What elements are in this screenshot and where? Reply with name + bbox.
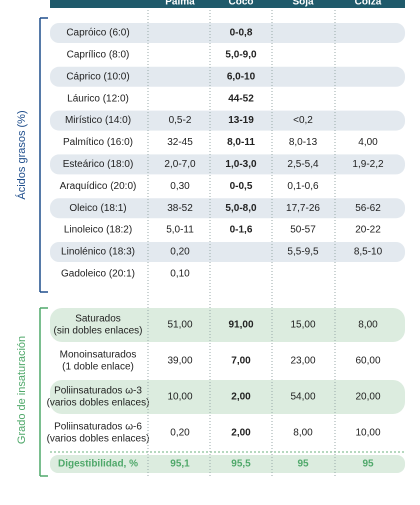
- cell: 95,1: [170, 459, 190, 470]
- cell: 91,00: [228, 320, 253, 331]
- cell: 60,00: [355, 356, 380, 367]
- cell: 95,5: [231, 459, 251, 470]
- cell: 0-0,8: [230, 28, 253, 39]
- cell: 20,00: [355, 392, 380, 403]
- section-title: Grado de insaturación: [16, 336, 28, 444]
- cell: 8,5-10: [354, 247, 383, 258]
- row-shade: [50, 455, 405, 473]
- row-label: Digestibilidad, %: [58, 459, 138, 470]
- row-label: Esteárico (18:0): [63, 159, 134, 170]
- column-header: Palma: [165, 0, 195, 8]
- row-label: Gadoleico (20:1): [61, 269, 135, 280]
- row-label: Araquídico (20:0): [60, 181, 137, 192]
- cell: 51,00: [167, 320, 192, 331]
- section-title: Ácidos grasos (%): [15, 110, 28, 199]
- cell: 8,0-11: [227, 137, 255, 148]
- row-label: (1 doble enlace): [62, 362, 134, 373]
- row-label: Palmítico (16:0): [63, 137, 133, 148]
- column-header: Colza: [355, 0, 382, 8]
- cell: 23,00: [290, 356, 315, 367]
- row-shade: [50, 154, 405, 175]
- cell: 7,00: [231, 356, 251, 367]
- row-shade: [50, 242, 405, 262]
- row-shade: [50, 66, 405, 87]
- cell: 50-57: [290, 225, 316, 236]
- row-shade: [50, 110, 405, 131]
- cell: 5,5-9,5: [287, 247, 319, 258]
- cell: 2,0-7,0: [164, 159, 196, 170]
- cell: 13-19: [228, 115, 254, 126]
- cell: 0-1,6: [230, 225, 253, 236]
- cell: 15,00: [290, 320, 315, 331]
- cell: 2,00: [231, 428, 251, 439]
- row-label: Caprílico (8:0): [67, 50, 130, 61]
- cell: 8,0-13: [289, 137, 318, 148]
- cell: 20-22: [355, 225, 381, 236]
- column-header: Soja: [292, 0, 314, 8]
- cell: 5,0-11: [166, 225, 194, 236]
- cell: 0,10: [170, 269, 190, 280]
- cell: 6,0-10: [227, 71, 256, 82]
- row-shade: [50, 23, 405, 43]
- row-label: (sin dobles enlaces): [54, 326, 143, 337]
- row-label: Poliinsaturados ω-6: [54, 422, 142, 433]
- row-shade: [50, 308, 405, 342]
- row-label: Poliinsaturados ω-3: [54, 386, 142, 397]
- cell: 0,20: [170, 428, 190, 439]
- cell: 39,00: [167, 356, 192, 367]
- cell: 10,00: [355, 428, 380, 439]
- cell: 2,00: [231, 392, 251, 403]
- row-label: Láurico (12:0): [67, 93, 129, 104]
- row-label: Linoleico (18:2): [64, 225, 132, 236]
- cell: 54,00: [290, 392, 315, 403]
- cell: 0,5-2: [169, 115, 192, 126]
- row-label: (varios dobles enlaces): [47, 398, 150, 409]
- cell: 8,00: [358, 320, 378, 331]
- cell: 5,0-8,0: [225, 203, 257, 214]
- cell: 38-52: [167, 203, 193, 214]
- cell: 2,5-5,4: [287, 159, 319, 170]
- cell: 1,9-2,2: [352, 159, 384, 170]
- cell: 0,30: [170, 181, 190, 192]
- cell: 32-45: [167, 137, 193, 148]
- cell: 0-0,5: [230, 181, 253, 192]
- row-label: Oleico (18:1): [69, 203, 126, 214]
- cell: 8,00: [293, 428, 313, 439]
- row-label: Monoinsaturados: [60, 350, 137, 361]
- row-label: Cáprico (10:0): [66, 71, 129, 82]
- cell: 4,00: [358, 137, 378, 148]
- row-shade: [50, 198, 405, 219]
- row-label: Saturados: [75, 314, 121, 325]
- cell: 0,1-0,6: [287, 181, 319, 192]
- cell: 95: [297, 459, 309, 470]
- cell: 56-62: [355, 203, 381, 214]
- cell: 5,0-9,0: [225, 50, 257, 61]
- cell: 95: [362, 459, 374, 470]
- row-label: Caprόico (6:0): [66, 27, 129, 39]
- row-label: Mirístico (14:0): [65, 115, 131, 126]
- row-shade: [50, 380, 405, 414]
- row-label: Linolénico (18:3): [61, 247, 135, 258]
- row-label: (varios dobles enlaces): [47, 434, 150, 445]
- cell: 10,00: [167, 392, 192, 403]
- cell: 1,0-3,0: [225, 159, 257, 170]
- cell: 0,20: [170, 247, 190, 258]
- column-header: Coco: [229, 0, 254, 8]
- cell: 44-52: [228, 93, 254, 104]
- cell: <0,2: [293, 115, 313, 126]
- header-bar: [50, 0, 405, 8]
- cell: 17,7-26: [286, 203, 320, 214]
